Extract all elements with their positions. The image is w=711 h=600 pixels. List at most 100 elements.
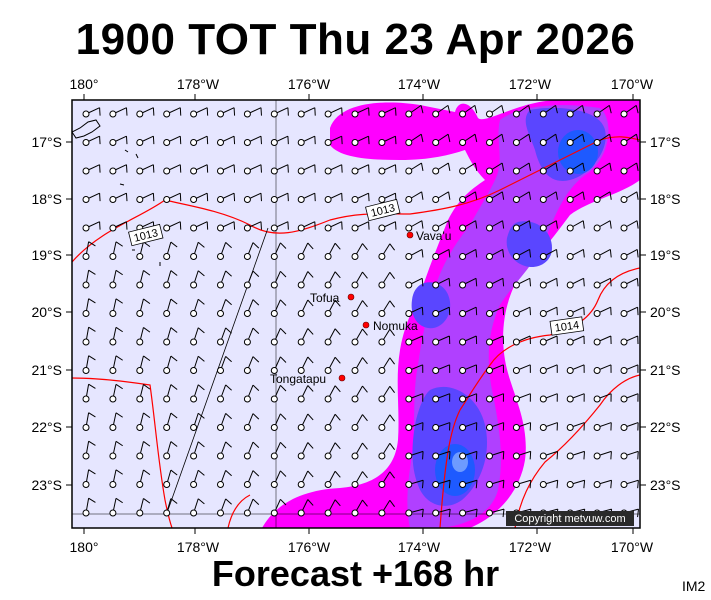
wind-barb bbox=[432, 249, 451, 260]
wind-barb-station bbox=[109, 367, 117, 374]
wind-barb bbox=[486, 450, 505, 460]
wind-barb-feather bbox=[421, 480, 424, 489]
wind-barb bbox=[163, 355, 178, 374]
wind-barb bbox=[217, 299, 232, 317]
wind-barb bbox=[82, 241, 96, 260]
wind-barb bbox=[270, 135, 289, 146]
wind-barb bbox=[405, 364, 424, 374]
wind-barb-station bbox=[351, 281, 359, 289]
wind-barb bbox=[136, 270, 151, 289]
wind-barb-feather bbox=[389, 328, 395, 337]
wind-barb-feather bbox=[225, 270, 232, 277]
wind-barb bbox=[190, 469, 205, 488]
wind-barb-feather bbox=[252, 356, 260, 363]
wind-barb-station bbox=[432, 110, 440, 118]
wind-barb-station bbox=[243, 310, 251, 317]
wind-barb bbox=[432, 162, 451, 175]
lat-label-left-18s: 18°S bbox=[31, 191, 62, 207]
wind-barb bbox=[109, 269, 123, 289]
wind-barb-station bbox=[486, 338, 493, 346]
wind-barb bbox=[459, 508, 478, 518]
wind-barb-station bbox=[270, 167, 278, 175]
wind-barb-station bbox=[405, 338, 413, 346]
wind-barb-station bbox=[297, 481, 305, 488]
wind-barb-station bbox=[620, 139, 628, 146]
wind-barb-station bbox=[486, 224, 493, 232]
wind-barb-station bbox=[243, 224, 251, 232]
wind-barb-station bbox=[351, 395, 359, 403]
wind-barb bbox=[190, 270, 205, 289]
wind-barb bbox=[324, 413, 341, 431]
wind-barb-feather bbox=[636, 278, 639, 287]
wind-barb-feather bbox=[528, 162, 532, 171]
wind-barb bbox=[378, 442, 395, 460]
wind-barb bbox=[163, 441, 178, 460]
wind-barb bbox=[82, 440, 96, 460]
lat-label-left-22s: 22°S bbox=[31, 419, 62, 435]
wind-barb bbox=[109, 355, 123, 374]
wind-barb bbox=[190, 441, 205, 460]
wind-barb-feather bbox=[307, 470, 314, 478]
wind-barb-feather bbox=[475, 220, 478, 229]
wind-barb bbox=[593, 306, 612, 317]
wind-barb-station bbox=[378, 338, 386, 346]
wind-barb bbox=[566, 133, 585, 146]
wind-barb-feather bbox=[555, 191, 558, 200]
wind-barb bbox=[459, 277, 478, 289]
wind-barb-feather bbox=[475, 249, 478, 258]
wind-barb-station bbox=[566, 224, 574, 232]
wind-barb-feather bbox=[582, 105, 585, 114]
wind-barb-station bbox=[217, 481, 224, 488]
wind-barb bbox=[163, 498, 178, 517]
lat-label-right-18s: 18°S bbox=[650, 191, 681, 207]
wind-barb-feather bbox=[88, 412, 96, 418]
wind-barb-feather bbox=[556, 278, 558, 287]
lat-label-right-22s: 22°S bbox=[650, 419, 681, 435]
wind-barb-station bbox=[539, 281, 547, 289]
wind-barb-feather bbox=[115, 269, 123, 276]
wind-barb-station bbox=[243, 424, 251, 431]
wind-barb-feather bbox=[501, 191, 505, 200]
wind-barb-station bbox=[297, 509, 305, 517]
wind-barb-station bbox=[405, 481, 413, 488]
wind-barb-feather bbox=[636, 220, 639, 229]
wind-barb-station bbox=[351, 424, 359, 431]
wind-barb bbox=[378, 164, 397, 175]
image-tag: IM2 bbox=[682, 578, 706, 594]
wind-barb bbox=[136, 327, 151, 346]
wind-barb-station bbox=[351, 481, 359, 488]
wind-barb-station bbox=[539, 167, 547, 175]
wind-barb-station bbox=[566, 367, 574, 374]
wind-barb-station bbox=[270, 481, 278, 488]
wind-barb-station bbox=[82, 509, 90, 517]
wind-barb-station bbox=[324, 139, 332, 146]
wind-barb-feather bbox=[448, 451, 451, 460]
wind-barb bbox=[566, 104, 585, 118]
wind-barb-feather bbox=[197, 441, 205, 448]
wind-barb-station bbox=[136, 139, 144, 146]
wind-barb-feather bbox=[307, 328, 314, 335]
wind-barb bbox=[109, 383, 123, 403]
wind-barb-feather bbox=[280, 242, 287, 249]
wind-barb bbox=[486, 220, 505, 232]
wind-barb-station bbox=[432, 253, 440, 260]
wind-barb-station bbox=[405, 281, 413, 289]
wind-barb-station bbox=[324, 367, 332, 374]
wind-barb-feather bbox=[609, 134, 612, 143]
wind-barb bbox=[136, 298, 151, 317]
wind-barb-station bbox=[351, 253, 359, 260]
wind-barb-feather bbox=[636, 191, 639, 200]
lon-label-bottom-176w: 176°W bbox=[288, 539, 331, 555]
wind-barb bbox=[620, 220, 639, 232]
wind-barb-station bbox=[270, 310, 278, 317]
wind-barb bbox=[459, 393, 478, 403]
wind-barb bbox=[163, 164, 182, 175]
wind-barb bbox=[432, 220, 451, 232]
wind-barb-feather bbox=[334, 499, 341, 507]
place-label: Nomuka bbox=[373, 319, 418, 333]
wind-barb-feather bbox=[529, 278, 532, 287]
wind-barb-station bbox=[486, 452, 493, 460]
wind-barb bbox=[190, 192, 209, 203]
wind-barb-station bbox=[432, 167, 440, 175]
wind-barb-station bbox=[270, 424, 278, 431]
